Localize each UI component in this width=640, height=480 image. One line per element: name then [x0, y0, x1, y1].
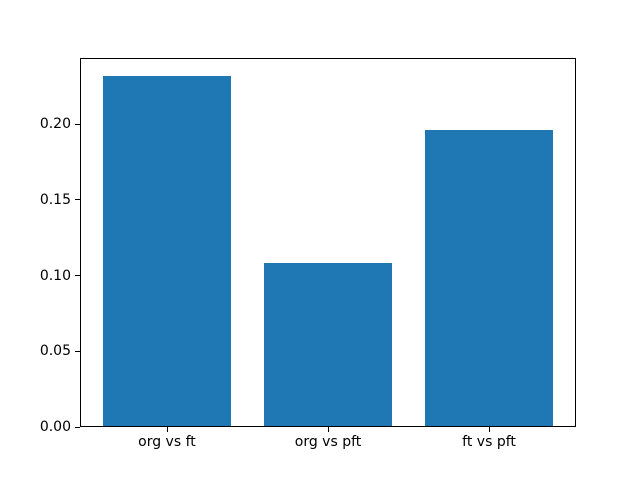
y-tick-label: 0.10	[39, 267, 71, 284]
bar-ft-vs-pft	[424, 130, 554, 427]
y-tick-mark	[75, 199, 80, 201]
y-tick-label: 0.20	[39, 116, 71, 133]
x-tick-label: ft vs pft	[462, 434, 516, 450]
x-tick-label: org vs ft	[138, 434, 196, 450]
y-tick-mark	[75, 426, 80, 428]
x-tick-mark	[328, 427, 329, 432]
y-tick-mark	[75, 350, 80, 352]
y-tick-label: 0.15	[39, 191, 71, 208]
y-tick-label: 0.00	[39, 419, 71, 435]
y-tick-mark	[75, 275, 80, 277]
bar-org-vs-pft	[263, 263, 393, 427]
x-tick-mark	[489, 427, 491, 432]
y-tick-label: 0.05	[39, 343, 71, 360]
y-tick-mark	[75, 123, 80, 125]
x-tick-mark	[166, 427, 168, 432]
plot-area: org vs ft org vs pft ft vs pft 0.00 0.05 0.10…	[40, 58, 576, 449]
bar-org-vs-ft	[102, 75, 232, 427]
x-tick-label: org vs pft	[294, 434, 362, 450]
